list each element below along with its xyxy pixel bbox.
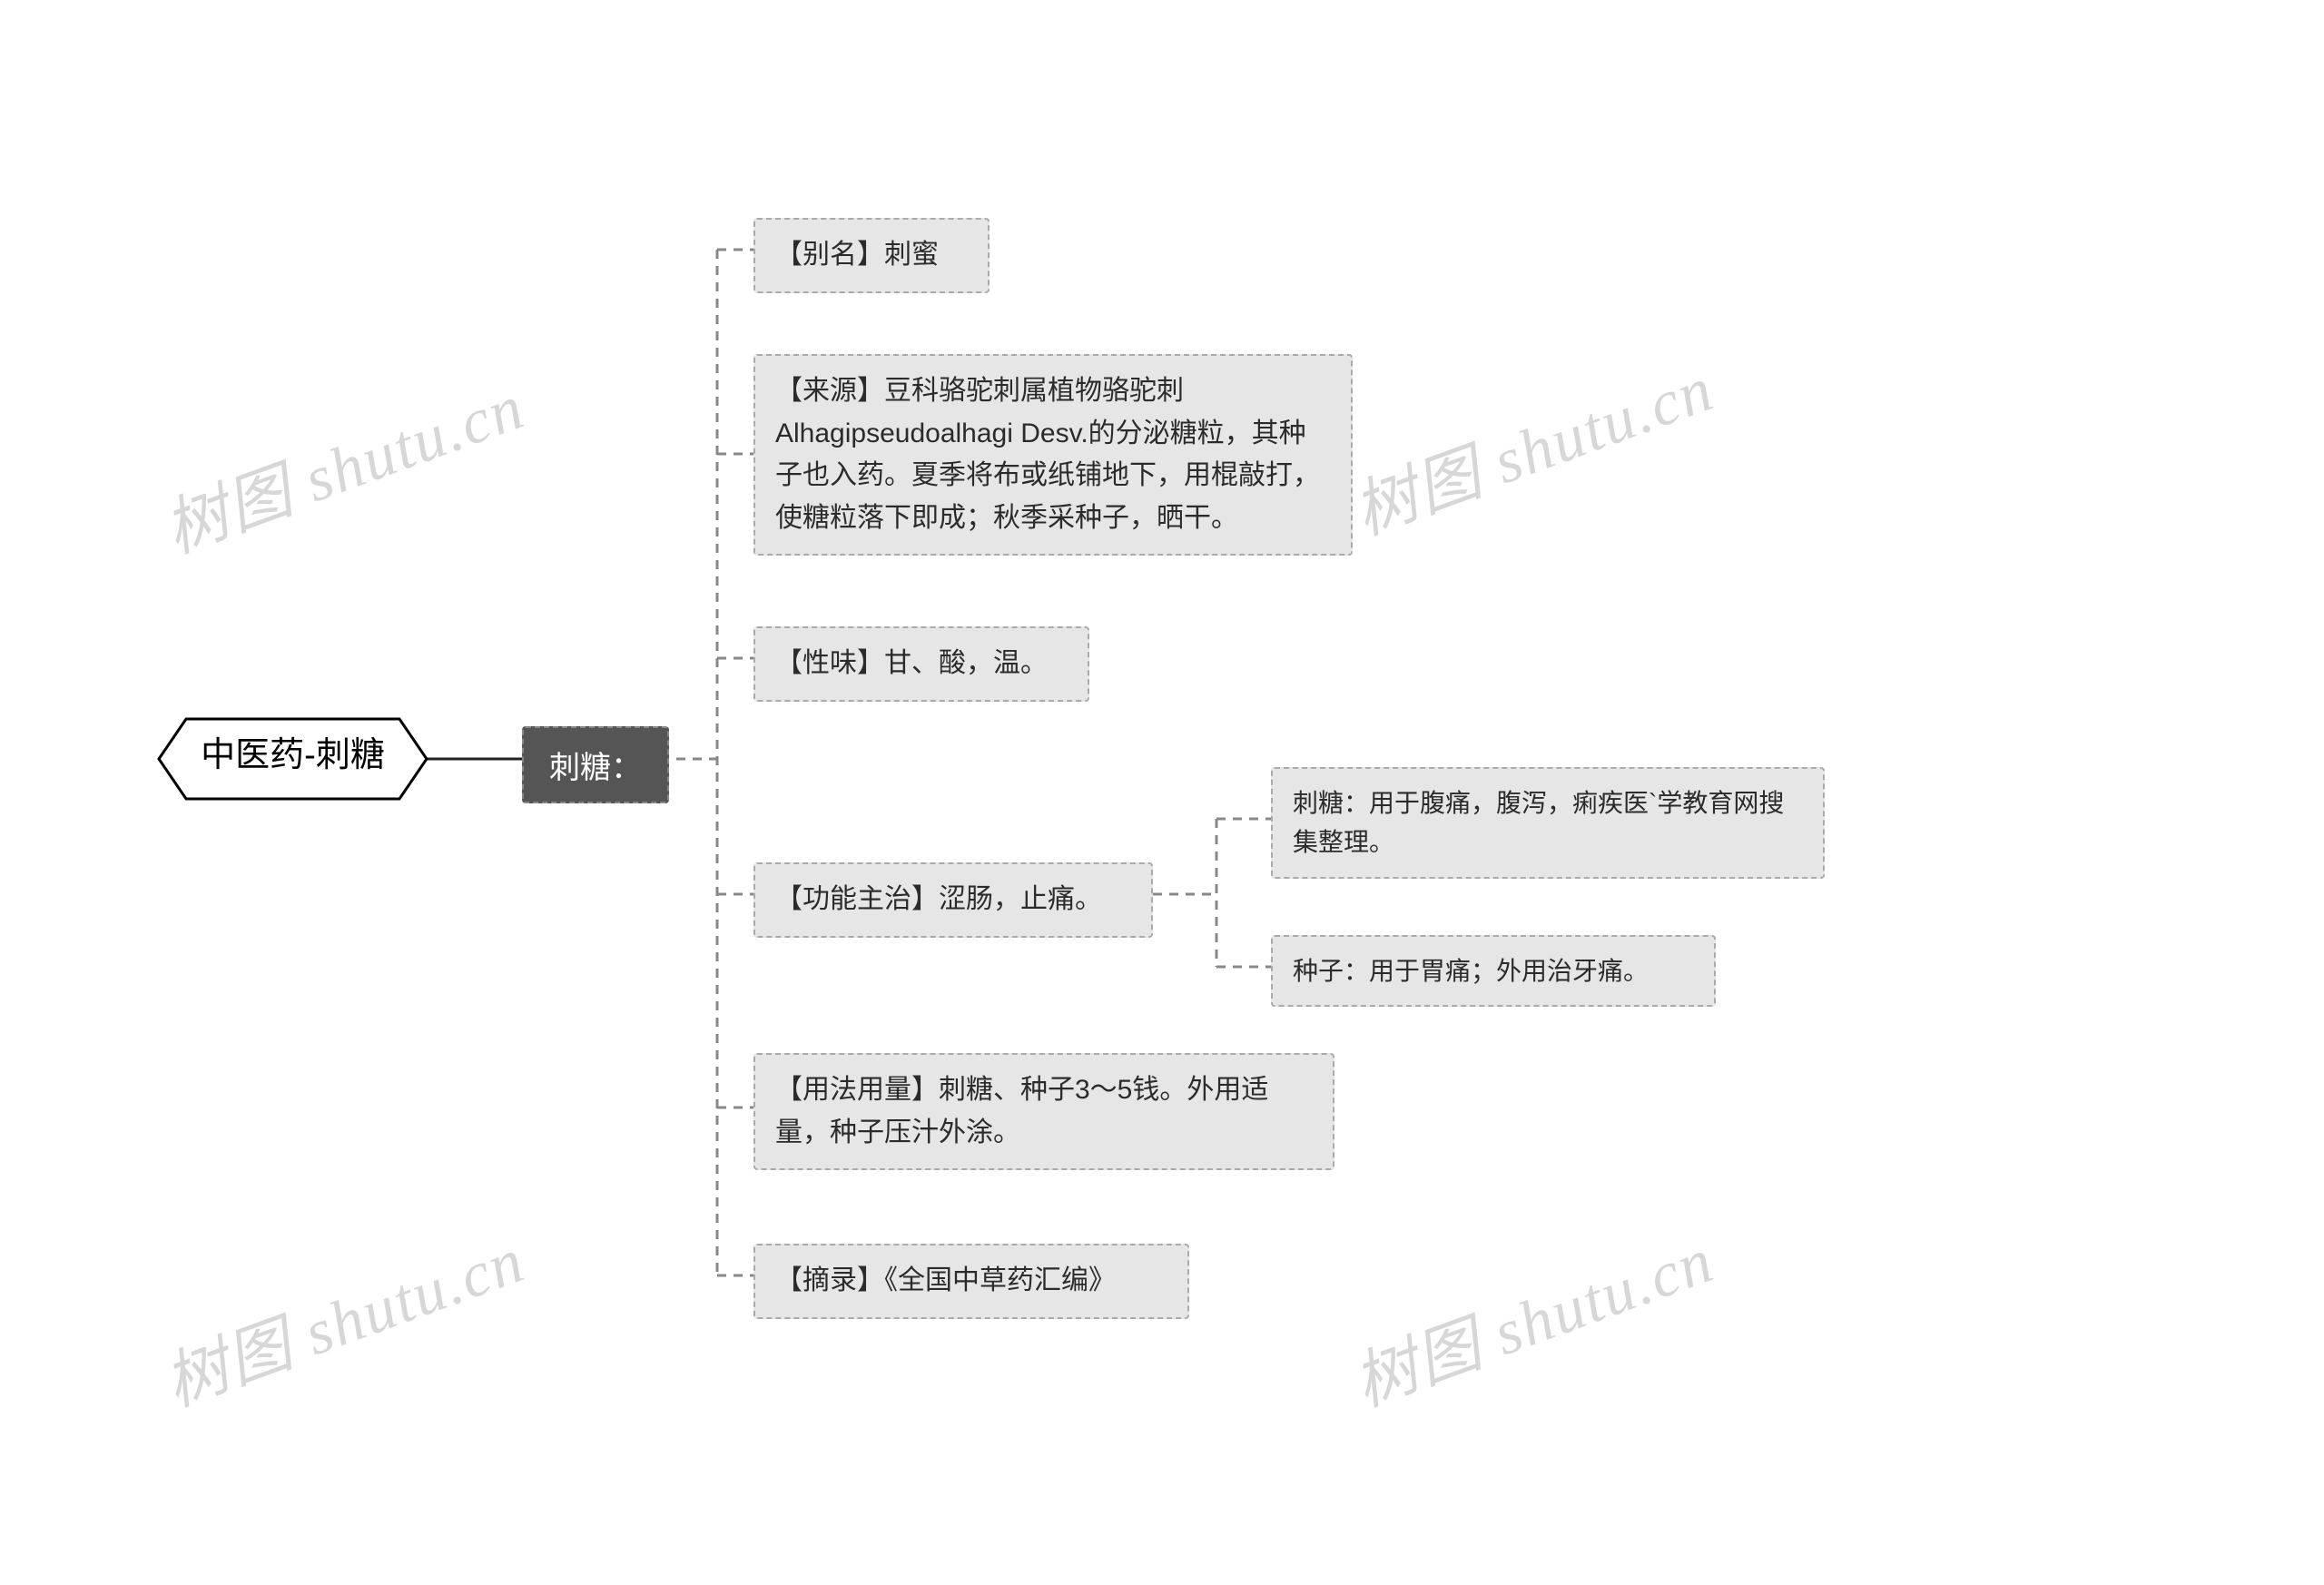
level1-label: 刺糖：	[549, 751, 642, 785]
leaf-label: 【用法用量】刺糖、种子3～5钱。外用适量，种子压汁外涂。	[775, 1075, 1268, 1147]
leaf-record: 【摘录】《全国中草药汇编》	[753, 1244, 1189, 1319]
leaf-label: 【性味】甘、酸，温。	[775, 648, 1048, 678]
root-node: 中医药-刺糖	[186, 726, 399, 776]
watermark: 树图 shutu.cn	[1339, 1209, 1724, 1424]
leaf-taste: 【性味】甘、酸，温。	[753, 626, 1089, 702]
watermark: 树图 shutu.cn	[150, 1209, 535, 1424]
leaf-label: 刺糖：用于腹痛，腹泻，痢疾医`学教育网搜集整理。	[1293, 789, 1784, 856]
subleaf-1: 刺糖：用于腹痛，腹泻，痢疾医`学教育网搜集整理。	[1271, 767, 1825, 879]
root-label: 中医药-刺糖	[201, 736, 385, 774]
level1-node: 刺糖：	[522, 726, 669, 803]
leaf-func: 【功能主治】涩肠，止痛。	[753, 862, 1153, 938]
leaf-label: 【来源】豆科骆驼刺属植物骆驼刺Alhagipseudoalhagi Desv.的…	[775, 376, 1320, 533]
leaf-alias: 【别名】刺蜜	[753, 218, 990, 293]
connectors	[0, 0, 2324, 1585]
leaf-label: 【摘录】《全国中草药汇编》	[775, 1265, 1116, 1295]
leaf-label: 种子：用于胃痛；外用治牙痛。	[1293, 957, 1649, 985]
leaf-usage: 【用法用量】刺糖、种子3～5钱。外用适量，种子压汁外涂。	[753, 1053, 1334, 1170]
leaf-source: 【来源】豆科骆驼刺属植物骆驼刺Alhagipseudoalhagi Desv.的…	[753, 354, 1353, 556]
leaf-label: 【别名】刺蜜	[775, 240, 939, 270]
leaf-label: 【功能主治】涩肠，止痛。	[775, 884, 1102, 914]
subleaf-2: 种子：用于胃痛；外用治牙痛。	[1271, 935, 1716, 1007]
watermark: 树图 shutu.cn	[1339, 338, 1724, 553]
watermark: 树图 shutu.cn	[150, 356, 535, 571]
